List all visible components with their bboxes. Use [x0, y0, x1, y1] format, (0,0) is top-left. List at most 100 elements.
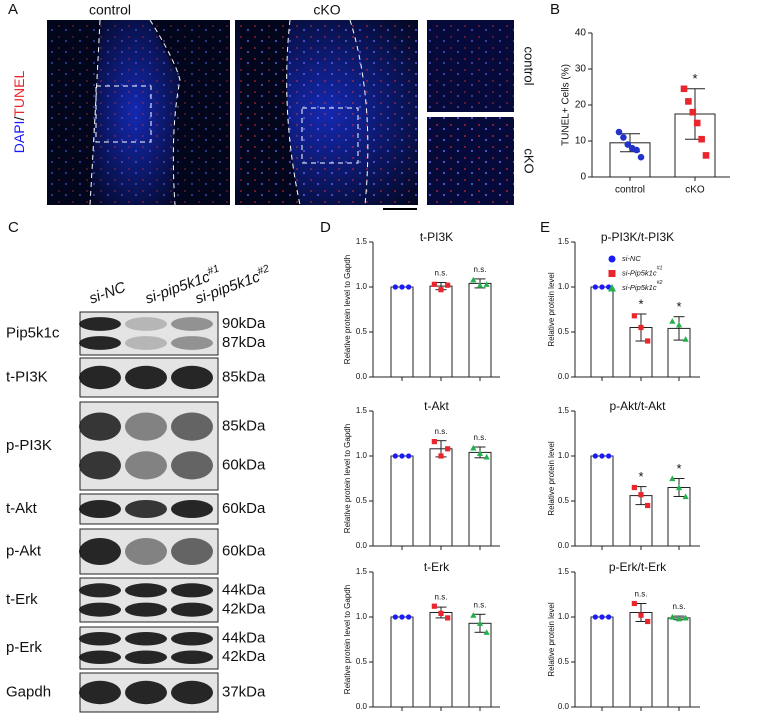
data-point: [431, 603, 437, 609]
label-text: si-Pip5k1c: [622, 268, 657, 277]
inset-label: control: [522, 46, 537, 85]
stain: /: [11, 117, 27, 121]
data-point: [682, 493, 689, 500]
data-point: [615, 128, 623, 136]
data-point: [483, 453, 490, 460]
band: [125, 680, 167, 705]
significance: *: [676, 461, 681, 476]
size-label: 60kDa: [222, 500, 266, 517]
y-axis-label: TUNEL+ Cells (%): [561, 64, 572, 146]
stain-label: DAPI/TUNEL: [11, 71, 27, 154]
y-tick-label: 1.0: [558, 612, 570, 621]
y-axis-label: Relative protein level: [547, 272, 556, 346]
band: [125, 650, 167, 664]
bar: [667, 617, 691, 708]
band: [125, 500, 167, 518]
significance: *: [638, 296, 643, 311]
data-point: [392, 614, 398, 620]
y-tick-label: 1.5: [356, 406, 368, 415]
column-title: cKO: [313, 2, 340, 18]
y-tick-label: 1.5: [558, 406, 570, 415]
data-point: [675, 321, 683, 328]
size-label: 44kDa: [222, 581, 266, 598]
data-point: [476, 282, 484, 288]
data-point: [592, 284, 598, 290]
bar: [390, 455, 414, 547]
significance: n.s.: [474, 433, 487, 442]
data-point: [476, 450, 484, 456]
bar: [590, 286, 614, 378]
data-point: [698, 135, 705, 143]
y-tick-label: 20: [575, 100, 587, 111]
significance: *: [676, 299, 681, 314]
superscript: #1: [206, 262, 221, 277]
row-label: p-Akt: [6, 542, 42, 559]
micrographs: [47, 19, 514, 210]
size-label: 42kDa: [222, 601, 266, 618]
x-tick-label: cKO: [685, 185, 705, 196]
significance: *: [692, 71, 697, 86]
data-point: [399, 453, 405, 459]
data-point: [631, 484, 637, 491]
band: [125, 538, 167, 565]
y-tick-label: 1.0: [356, 282, 368, 291]
y-tick-label: 1.5: [356, 237, 368, 246]
y-tick-label: 0.5: [356, 496, 368, 505]
data-point: [685, 98, 692, 105]
row-label: p-PI3K: [6, 437, 52, 454]
significance: n.s.: [635, 590, 648, 599]
significance: n.s.: [435, 592, 448, 601]
chart-title: p-Akt/t-Akt: [609, 399, 666, 413]
chart-title: p-Erk/t-Erk: [609, 560, 667, 574]
row-label: t-Akt: [6, 500, 38, 517]
data-point: [669, 613, 676, 620]
label-text: si-NC: [87, 279, 128, 308]
data-point: [620, 134, 627, 141]
data-point: [431, 281, 437, 287]
data-point: [608, 270, 616, 277]
data-point: [431, 439, 437, 445]
size-label: 42kDa: [222, 648, 266, 665]
significance: n.s.: [673, 602, 686, 611]
y-tick-label: 0.5: [356, 327, 368, 336]
band: [171, 317, 213, 331]
band: [79, 365, 121, 390]
size-label: 90kDa: [222, 315, 266, 332]
band: [171, 365, 213, 390]
data-point: [645, 618, 651, 625]
data-point: [599, 284, 605, 290]
size-label: 60kDa: [222, 456, 266, 473]
panel-label: C: [8, 219, 19, 236]
data-point: [682, 336, 689, 342]
data-point: [406, 284, 412, 290]
band: [79, 317, 121, 331]
data-point: [680, 85, 688, 93]
band: [125, 336, 167, 350]
data-point: [445, 446, 451, 452]
data-point: [693, 119, 701, 127]
band: [79, 632, 121, 646]
significance: n.s.: [435, 269, 448, 278]
data-point: [631, 600, 637, 607]
row-label: Gapdh: [6, 683, 51, 700]
data-point: [592, 453, 598, 459]
chart-title: t-Akt: [424, 399, 449, 413]
y-tick-label: 1.5: [356, 567, 368, 576]
data-point: [470, 612, 477, 618]
band: [79, 680, 121, 705]
y-tick-label: 1.0: [558, 282, 570, 291]
superscript: #2: [256, 262, 271, 277]
data-point: [669, 475, 676, 482]
y-axis-label: Relative protein level to Gapdh: [343, 424, 352, 533]
data-point: [399, 284, 405, 290]
data-point: [438, 287, 444, 293]
legend-label: si-NC: [622, 254, 641, 263]
band: [125, 412, 167, 441]
data-point: [645, 338, 651, 344]
data-point: [638, 492, 644, 498]
data-point: [483, 281, 490, 287]
size-label: 87kDa: [222, 334, 266, 351]
y-tick-label: 1.0: [356, 451, 368, 460]
bar: [390, 286, 414, 378]
